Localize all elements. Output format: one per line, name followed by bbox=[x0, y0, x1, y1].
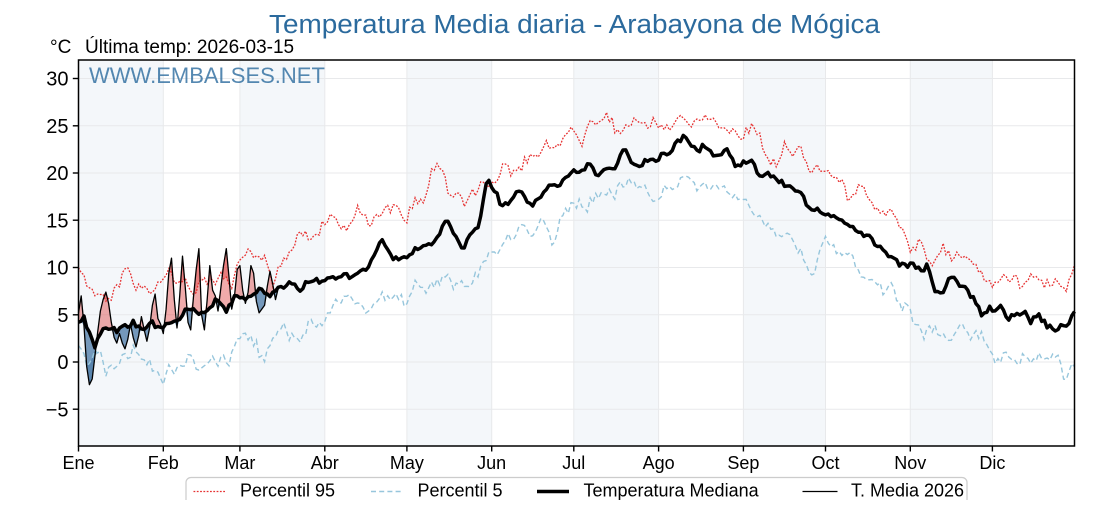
svg-text:Percentil 5: Percentil 5 bbox=[418, 481, 503, 501]
svg-text:Temperatura Media diaria - Ara: Temperatura Media diaria - Arabayona de … bbox=[269, 11, 881, 39]
svg-text:May: May bbox=[390, 453, 424, 473]
svg-text:Dic: Dic bbox=[979, 453, 1005, 473]
svg-text:10: 10 bbox=[46, 258, 68, 280]
svg-text:25: 25 bbox=[46, 116, 68, 138]
svg-text:Ene: Ene bbox=[62, 453, 94, 473]
svg-text:Temperatura Mediana: Temperatura Mediana bbox=[584, 481, 760, 501]
svg-text:Sep: Sep bbox=[727, 453, 759, 473]
svg-text:°C: °C bbox=[50, 37, 71, 58]
svg-text:Abr: Abr bbox=[311, 453, 339, 473]
svg-text:WWW.EMBALSES.NET: WWW.EMBALSES.NET bbox=[89, 63, 325, 88]
svg-text:−5: −5 bbox=[46, 399, 69, 421]
svg-text:15: 15 bbox=[46, 210, 68, 232]
svg-text:20: 20 bbox=[46, 163, 68, 185]
svg-text:Mar: Mar bbox=[224, 453, 255, 473]
svg-text:Jul: Jul bbox=[562, 453, 585, 473]
svg-text:Nov: Nov bbox=[894, 453, 926, 473]
svg-text:Oct: Oct bbox=[811, 453, 839, 473]
svg-text:30: 30 bbox=[46, 69, 68, 91]
svg-text:T. Media 2026: T. Media 2026 bbox=[851, 481, 964, 501]
svg-text:Jun: Jun bbox=[477, 453, 506, 473]
svg-text:Ago: Ago bbox=[643, 453, 675, 473]
svg-text:Última temp: 2026-03-15: Última temp: 2026-03-15 bbox=[85, 36, 294, 58]
svg-text:5: 5 bbox=[57, 305, 68, 327]
svg-text:Percentil 95: Percentil 95 bbox=[240, 481, 335, 501]
svg-text:0: 0 bbox=[57, 352, 68, 374]
svg-text:Feb: Feb bbox=[148, 453, 179, 473]
